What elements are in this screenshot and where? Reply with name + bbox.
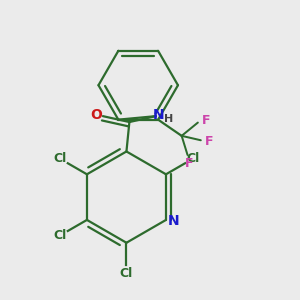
Text: F: F [185,157,193,170]
Text: F: F [206,135,214,148]
Text: H: H [164,114,173,124]
Text: N: N [152,108,164,122]
Text: Cl: Cl [120,267,133,280]
Text: F: F [202,114,210,127]
Text: O: O [91,108,102,122]
Text: Cl: Cl [53,229,67,242]
Text: N: N [167,214,179,228]
Text: Cl: Cl [186,152,200,165]
Text: Cl: Cl [53,152,67,165]
